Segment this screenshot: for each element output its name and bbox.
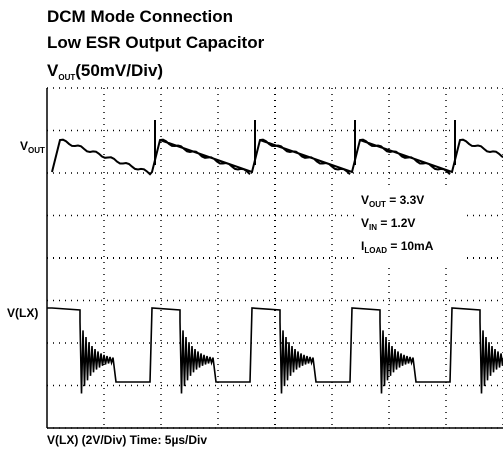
vlx-label: V(LX) (7, 306, 38, 320)
footer: V(LX) (2V/Div) Time: 5µs/Div (47, 433, 207, 447)
scope-screenshot: DCM Mode Connection Low ESR Output Capac… (0, 0, 503, 453)
title-line: DCM Mode Connection (47, 7, 233, 26)
title-line: Low ESR Output Capacitor (47, 33, 265, 52)
